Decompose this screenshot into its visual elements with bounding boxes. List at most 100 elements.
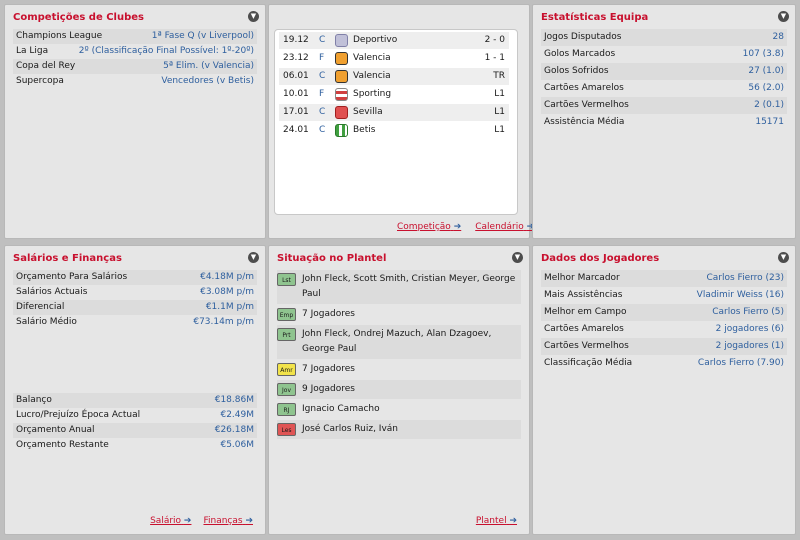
list-item[interactable]: Prt John Fleck, Ondrej Mazuch, Alan Dzago…	[277, 325, 521, 359]
status-badge: Emp	[277, 308, 296, 321]
club-crest-icon	[335, 52, 348, 65]
row-value[interactable]: 5ª Elim. (v Valencia)	[163, 61, 254, 71]
fixture-team[interactable]: Deportivo	[353, 35, 398, 45]
club-crest-icon	[335, 106, 348, 119]
fixture-result: L1	[494, 89, 505, 99]
list-item: Champions League 1ª Fase Q (v Liverpool)	[13, 29, 257, 44]
arrow-right-icon: ➔	[526, 222, 535, 232]
fixtures-card: 19.12 C Deportivo 2 - 0 23.12 F Valencia…	[274, 29, 518, 215]
salary-link-label: Salário	[150, 516, 182, 526]
fixture-row[interactable]: 19.12 C Deportivo 2 - 0	[279, 32, 509, 49]
fixture-date: 19.12	[283, 35, 309, 45]
row-value: €5.06M	[220, 440, 254, 450]
row-value[interactable]: Carlos Fierro (23)	[706, 273, 784, 283]
row-label: Copa del Rey	[16, 61, 76, 71]
row-value: €2.49M	[220, 410, 254, 420]
chevron-down-icon[interactable]: ▼	[778, 11, 789, 22]
arrow-right-icon: ➔	[183, 516, 192, 526]
row-label: Salário Médio	[16, 317, 77, 327]
fixture-row[interactable]: 06.01 C Valencia TR	[279, 68, 509, 85]
fixture-team[interactable]: Sevilla	[353, 107, 383, 117]
row-value: €3.08M p/m	[200, 287, 254, 297]
row-label: Jogos Disputados	[544, 32, 622, 42]
panel-title: Salários e Finanças	[13, 253, 122, 264]
row-value[interactable]: Carlos Fierro (7.90)	[697, 358, 784, 368]
row-value[interactable]: 2 jogadores (6)	[715, 324, 784, 334]
list-item[interactable]: Jov 9 Jogadores	[277, 380, 521, 399]
list-item[interactable]: Lst John Fleck, Scott Smith, Cristian Mey…	[277, 270, 521, 304]
row-label: Salários Actuais	[16, 287, 88, 297]
competition-link[interactable]: Competição ➔	[397, 222, 461, 232]
fixture-team[interactable]: Betis	[353, 125, 376, 135]
club-crest-icon	[335, 124, 348, 137]
row-value: €73.14m p/m	[193, 317, 254, 327]
fixture-result: TR	[493, 71, 505, 81]
competition-link-label: Competição	[397, 222, 451, 232]
squad-row-text: 7 Jogadores	[302, 309, 355, 319]
fixture-result: 1 - 1	[484, 53, 505, 63]
fixture-row[interactable]: 23.12 F Valencia 1 - 1	[279, 50, 509, 67]
salary-link[interactable]: Salário ➔	[150, 516, 191, 526]
row-value[interactable]: Vladimir Weiss (16)	[696, 290, 784, 300]
list-item: Copa del Rey 5ª Elim. (v Valencia)	[13, 59, 257, 74]
row-value[interactable]: Carlos Fierro (5)	[712, 307, 784, 317]
fixture-row[interactable]: 17.01 C Sevilla L1	[279, 104, 509, 121]
panel-title: Competições de Clubes	[13, 12, 144, 23]
team-stats-panel: Estatísticas Equipa ▼ Jogos Disputados 28…	[532, 4, 796, 239]
fixture-team[interactable]: Valencia	[353, 53, 391, 63]
status-badge: Prt	[277, 328, 296, 341]
row-label: Orçamento Restante	[16, 440, 109, 450]
fixture-team[interactable]: Valencia	[353, 71, 391, 81]
row-label: Golos Sofridos	[544, 66, 609, 76]
list-item: Lucro/Prejuízo Época Actual €2.49M	[13, 408, 257, 423]
status-badge: Jov	[277, 383, 296, 396]
list-item: Classificação Média Carlos Fierro (7.90)	[541, 355, 787, 372]
row-value[interactable]: Vencedores (v Betis)	[161, 76, 254, 86]
status-badge: Les	[277, 423, 296, 436]
fixture-row[interactable]: 24.01 C Betis L1	[279, 122, 509, 139]
fixture-date: 24.01	[283, 125, 309, 135]
row-value[interactable]: 1ª Fase Q (v Liverpool)	[151, 31, 254, 41]
chevron-down-icon[interactable]: ▼	[778, 252, 789, 263]
list-item: Golos Marcados 107 (3.8)	[541, 46, 787, 63]
list-item[interactable]: Amr 7 Jogadores	[277, 360, 521, 379]
row-value[interactable]: 2º (Classificação Final Possível: 1º-20º…	[78, 46, 254, 56]
club-crest-icon	[335, 88, 348, 101]
row-value: €4.18M p/m	[200, 272, 254, 282]
list-item: Jogos Disputados 28	[541, 29, 787, 46]
squad-link[interactable]: Plantel ➔	[476, 516, 517, 526]
row-value[interactable]: 2 jogadores (1)	[715, 341, 784, 351]
row-value: 107 (3.8)	[742, 49, 784, 59]
row-label: Supercopa	[16, 76, 64, 86]
fixture-date: 23.12	[283, 53, 309, 63]
row-label: Mais Assistências	[544, 290, 623, 300]
list-item: Cartões Amarelos 56 (2.0)	[541, 80, 787, 97]
row-label: Champions League	[16, 31, 103, 41]
fixture-result: L1	[494, 107, 505, 117]
club-crest-icon	[335, 34, 348, 47]
fixture-row[interactable]: 10.01 F Sporting L1	[279, 86, 509, 103]
chevron-down-icon[interactable]: ▼	[248, 252, 259, 263]
list-item: Orçamento Restante €5.06M	[13, 438, 257, 453]
row-value: 28	[772, 32, 784, 42]
list-item[interactable]: Les José Carlos Ruiz, Iván	[277, 420, 521, 439]
list-item: Salário Médio €73.14m p/m	[13, 315, 257, 330]
row-label: Melhor em Campo	[544, 307, 627, 317]
fixture-team[interactable]: Sporting	[353, 89, 392, 99]
list-item[interactable]: Emp 7 Jogadores	[277, 305, 521, 324]
calendar-link[interactable]: Calendário ➔	[475, 222, 534, 232]
chevron-down-icon[interactable]: ▼	[248, 11, 259, 22]
row-value: €18.86M	[214, 395, 254, 405]
fixture-date: 06.01	[283, 71, 309, 81]
calendar-link-label: Calendário	[475, 222, 524, 232]
club-competitions-panel: Competições de Clubes ▼ Champions League…	[4, 4, 266, 239]
list-item: Assistência Média 15171	[541, 114, 787, 131]
list-item: Cartões Vermelhos 2 jogadores (1)	[541, 338, 787, 355]
finances-link[interactable]: Finanças ➔	[203, 516, 253, 526]
chevron-down-icon[interactable]: ▼	[512, 252, 523, 263]
squad-row-text: 9 Jogadores	[302, 384, 355, 394]
arrow-right-icon: ➔	[245, 516, 253, 526]
arrow-right-icon: ➔	[509, 516, 517, 526]
list-item[interactable]: RJ Ignacio Camacho	[277, 400, 521, 419]
panel-title: Dados dos Jogadores	[541, 253, 660, 264]
